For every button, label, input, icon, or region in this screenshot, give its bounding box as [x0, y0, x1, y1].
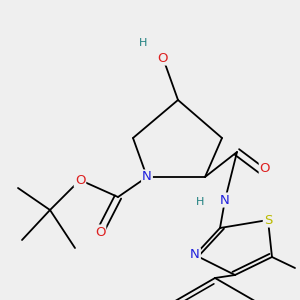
Text: O: O: [95, 226, 105, 238]
Text: O: O: [75, 173, 85, 187]
Text: N: N: [142, 170, 152, 184]
Text: O: O: [158, 52, 168, 64]
Text: H: H: [139, 38, 147, 48]
Text: S: S: [264, 214, 272, 226]
Text: N: N: [220, 194, 230, 206]
Text: N: N: [190, 248, 200, 262]
Text: O: O: [260, 161, 270, 175]
Text: H: H: [196, 197, 204, 207]
